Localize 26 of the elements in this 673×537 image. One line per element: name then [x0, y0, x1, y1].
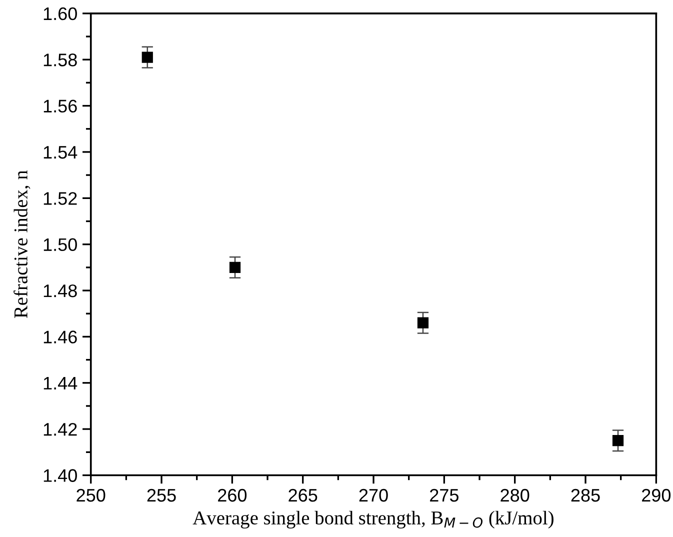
- point: [142, 52, 153, 63]
- y-tick-label: 1.42: [44, 422, 77, 436]
- y-tick-label: 1.58: [44, 54, 77, 66]
- point: [612, 435, 624, 446]
- y-tick-label: 1.60: [44, 7, 77, 20]
- x-tick-label: 290: [642, 488, 671, 502]
- y-tick-label: 1.56: [44, 100, 77, 113]
- x-tick-label: 270: [359, 488, 388, 502]
- y-tick-label: 1.52: [44, 192, 77, 205]
- y-tick-label: 1.50: [44, 238, 77, 252]
- x-tick-label: 265: [288, 488, 318, 502]
- x-tick-label: 255: [147, 488, 176, 502]
- x-tick-label: 280: [500, 488, 530, 502]
- y-tick-label: 1.44: [44, 377, 78, 390]
- y-tick-label: 1.46: [44, 330, 77, 344]
- point: [417, 317, 429, 328]
- x-tick-label: 285: [571, 488, 600, 502]
- y-axis-title: Refractive index, n: [14, 170, 30, 318]
- y-tick-label: 1.48: [44, 284, 77, 298]
- x-axis-title: Average single bond strength, B$_{M−O}$ (kJ/mol): [192, 510, 554, 529]
- y-tick-label: 1.40: [44, 469, 77, 482]
- x-tick-label: 260: [218, 488, 247, 502]
- y-tick-label: 1.54: [44, 146, 78, 159]
- point: [229, 262, 241, 273]
- x-tick-label: 275: [430, 488, 458, 502]
- x-tick-label: 250: [76, 488, 106, 502]
